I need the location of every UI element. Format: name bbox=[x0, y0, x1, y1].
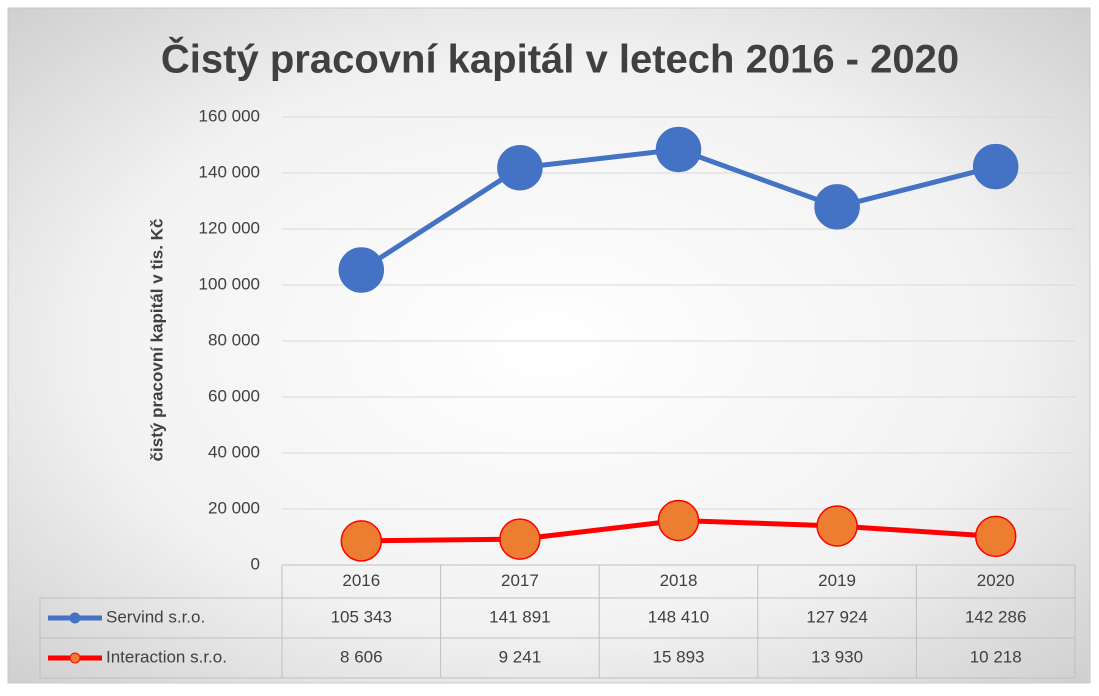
table-value: 10 218 bbox=[970, 647, 1022, 666]
y-tick-label: 0 bbox=[251, 554, 260, 573]
legend-label: Interaction s.r.o. bbox=[106, 647, 227, 666]
table-value: 141 891 bbox=[489, 607, 550, 626]
marker bbox=[499, 518, 541, 560]
x-tick-label: 2019 bbox=[818, 571, 856, 590]
y-axis-label: čistý pracovní kapitál v tis. Kč bbox=[147, 219, 166, 462]
x-tick-label: 2018 bbox=[660, 571, 698, 590]
marker bbox=[816, 505, 858, 547]
marker bbox=[814, 184, 860, 230]
y-tick-label: 100 000 bbox=[199, 274, 260, 293]
y-tick-label: 140 000 bbox=[199, 162, 260, 181]
chart-title: Čistý pracovní kapitál v letech 2016 - 2… bbox=[161, 36, 959, 82]
marker bbox=[972, 143, 1019, 190]
table-value: 15 893 bbox=[653, 647, 705, 666]
marker bbox=[657, 499, 700, 542]
table-value: 13 930 bbox=[811, 647, 863, 666]
chart-area bbox=[7, 7, 1091, 684]
marker bbox=[974, 515, 1017, 558]
table-value: 127 924 bbox=[806, 607, 867, 626]
y-tick-label: 40 000 bbox=[208, 442, 260, 461]
table-value: 9 241 bbox=[499, 647, 542, 666]
marker bbox=[497, 144, 543, 191]
x-tick-label: 2020 bbox=[977, 571, 1015, 590]
marker bbox=[340, 520, 383, 562]
y-tick-label: 60 000 bbox=[208, 386, 260, 405]
legend-label: Servind s.r.o. bbox=[106, 607, 205, 626]
marker bbox=[338, 247, 385, 293]
y-tick-label: 20 000 bbox=[208, 498, 260, 517]
x-tick-label: 2016 bbox=[342, 571, 380, 590]
table-value: 142 286 bbox=[965, 607, 1026, 626]
x-tick-label: 2017 bbox=[501, 571, 539, 590]
marker bbox=[655, 126, 702, 173]
table-value: 105 343 bbox=[331, 607, 392, 626]
table-value: 148 410 bbox=[648, 607, 709, 626]
y-tick-label: 160 000 bbox=[199, 106, 260, 125]
legend-marker bbox=[69, 612, 81, 624]
y-tick-label: 120 000 bbox=[199, 218, 260, 237]
y-tick-label: 80 000 bbox=[208, 330, 260, 349]
table-value: 8 606 bbox=[340, 647, 383, 666]
legend-marker bbox=[69, 652, 81, 664]
